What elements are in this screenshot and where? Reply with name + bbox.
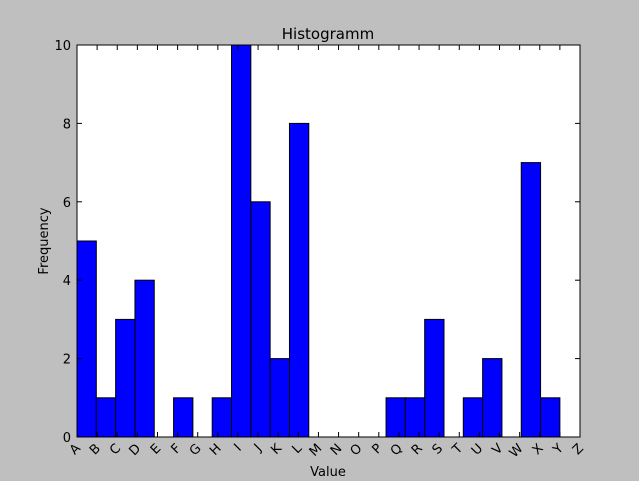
bar — [482, 358, 503, 438]
bar — [540, 397, 561, 438]
y-tick-label: 4 — [63, 274, 71, 289]
y-tick-label: 8 — [63, 117, 71, 132]
bar — [76, 240, 97, 438]
bar — [385, 397, 406, 438]
bar — [95, 397, 117, 438]
bar — [404, 397, 426, 438]
bar — [134, 279, 155, 438]
y-tick-label: 6 — [63, 196, 71, 211]
bar — [173, 397, 194, 438]
plot-frame — [76, 44, 581, 438]
chart-title: Histogramm — [282, 25, 374, 43]
y-tick-label: 10 — [54, 39, 71, 54]
x-axis-label: Value — [310, 465, 346, 480]
bar — [520, 162, 542, 438]
y-tick-label: 0 — [63, 431, 71, 446]
y-axis-label: Frequency — [37, 207, 52, 274]
bar — [269, 358, 290, 438]
bar — [115, 318, 136, 438]
bar — [462, 397, 484, 438]
bar — [288, 122, 310, 438]
bar — [250, 201, 271, 438]
bar — [211, 397, 233, 438]
bar — [231, 44, 252, 438]
y-tick-label: 2 — [63, 353, 71, 368]
bar — [424, 318, 445, 438]
